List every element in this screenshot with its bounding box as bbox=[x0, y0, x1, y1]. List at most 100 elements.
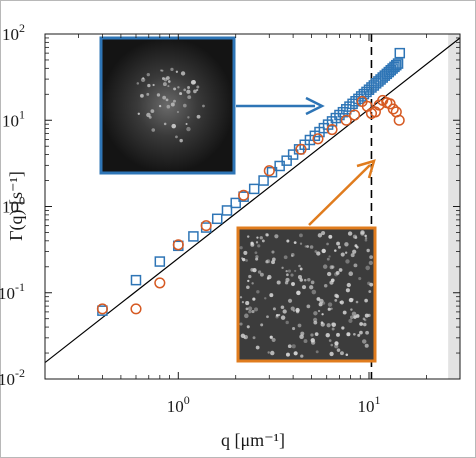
speckle bbox=[139, 93, 144, 98]
particle bbox=[293, 241, 297, 244]
particle bbox=[307, 278, 311, 282]
speckle bbox=[147, 83, 151, 88]
particle bbox=[261, 239, 265, 243]
particle bbox=[359, 330, 363, 335]
x-axis-label: q [μm⁻¹] bbox=[221, 430, 285, 450]
particle bbox=[326, 257, 330, 261]
particle bbox=[247, 306, 253, 311]
particle bbox=[269, 335, 273, 339]
particle bbox=[272, 307, 276, 311]
particle bbox=[246, 285, 250, 290]
particle bbox=[303, 339, 308, 344]
particle bbox=[336, 241, 340, 246]
particle bbox=[293, 351, 298, 356]
speckle bbox=[166, 104, 171, 109]
x-tick-label: 101 bbox=[358, 393, 381, 416]
y-tick-label: 10-1 bbox=[0, 280, 25, 303]
y-tick-label: 101 bbox=[2, 107, 25, 130]
particle bbox=[322, 264, 328, 269]
particle bbox=[328, 339, 332, 342]
particle bbox=[271, 337, 276, 342]
speckle bbox=[170, 67, 174, 72]
particle bbox=[267, 351, 270, 354]
particle bbox=[257, 270, 262, 274]
particle bbox=[330, 307, 333, 310]
particle bbox=[276, 280, 281, 285]
particle bbox=[275, 314, 279, 317]
particle bbox=[291, 344, 296, 349]
speckle bbox=[173, 87, 177, 91]
y-axis-label: Γ(q) [s⁻¹] bbox=[6, 171, 27, 241]
orange-arrow bbox=[308, 159, 376, 226]
particle bbox=[317, 233, 323, 238]
particle bbox=[299, 334, 304, 339]
speckle bbox=[196, 114, 201, 119]
speckle bbox=[182, 103, 187, 108]
particle bbox=[290, 273, 294, 277]
square-marker bbox=[221, 205, 233, 216]
particle bbox=[345, 259, 350, 264]
particle bbox=[341, 326, 345, 330]
particle bbox=[255, 345, 260, 350]
series-layer bbox=[96, 47, 406, 316]
particle bbox=[348, 318, 353, 323]
particle bbox=[255, 255, 259, 259]
speckle bbox=[150, 109, 155, 113]
particle bbox=[239, 246, 243, 250]
particle bbox=[326, 323, 331, 328]
speckle bbox=[179, 92, 183, 96]
particle bbox=[357, 333, 361, 337]
particle bbox=[252, 297, 256, 301]
particle bbox=[299, 267, 303, 271]
particle bbox=[259, 272, 264, 277]
speckle bbox=[173, 99, 176, 103]
particle bbox=[280, 315, 286, 320]
speckle bbox=[156, 93, 161, 97]
speckle bbox=[170, 102, 175, 107]
speckle bbox=[176, 110, 180, 114]
particle bbox=[285, 352, 290, 357]
particle bbox=[364, 343, 369, 348]
particle bbox=[348, 297, 354, 303]
particle bbox=[248, 310, 252, 314]
particle bbox=[347, 231, 353, 236]
particle bbox=[271, 260, 275, 265]
particle bbox=[239, 296, 243, 299]
particle bbox=[251, 309, 255, 314]
particle bbox=[245, 301, 250, 306]
particle bbox=[334, 344, 339, 349]
speckle bbox=[186, 126, 191, 132]
particle bbox=[369, 282, 374, 287]
particle bbox=[299, 278, 303, 282]
particle bbox=[353, 263, 358, 268]
particle bbox=[300, 354, 304, 358]
particle bbox=[321, 313, 324, 316]
particle bbox=[252, 336, 256, 340]
particle bbox=[313, 320, 318, 325]
speckle bbox=[146, 92, 150, 96]
particle bbox=[301, 285, 307, 290]
speckle bbox=[175, 70, 179, 73]
circle-marker bbox=[130, 303, 142, 315]
square-marker bbox=[392, 58, 404, 69]
particle bbox=[350, 253, 355, 258]
particle bbox=[367, 313, 371, 318]
particle bbox=[365, 265, 371, 271]
speckle bbox=[152, 83, 155, 87]
particle bbox=[291, 254, 294, 257]
particle bbox=[331, 265, 335, 269]
particle bbox=[271, 250, 275, 254]
particle bbox=[244, 313, 249, 319]
speckle bbox=[183, 88, 187, 92]
particle bbox=[355, 300, 359, 304]
particle bbox=[354, 236, 358, 239]
particle bbox=[314, 250, 318, 253]
square-marker bbox=[211, 213, 223, 225]
particle bbox=[349, 315, 354, 320]
square-marker bbox=[130, 274, 142, 286]
circle-marker bbox=[295, 143, 307, 155]
speckle bbox=[158, 104, 162, 108]
particle bbox=[255, 257, 259, 261]
particle bbox=[245, 259, 248, 262]
particle bbox=[319, 298, 324, 304]
